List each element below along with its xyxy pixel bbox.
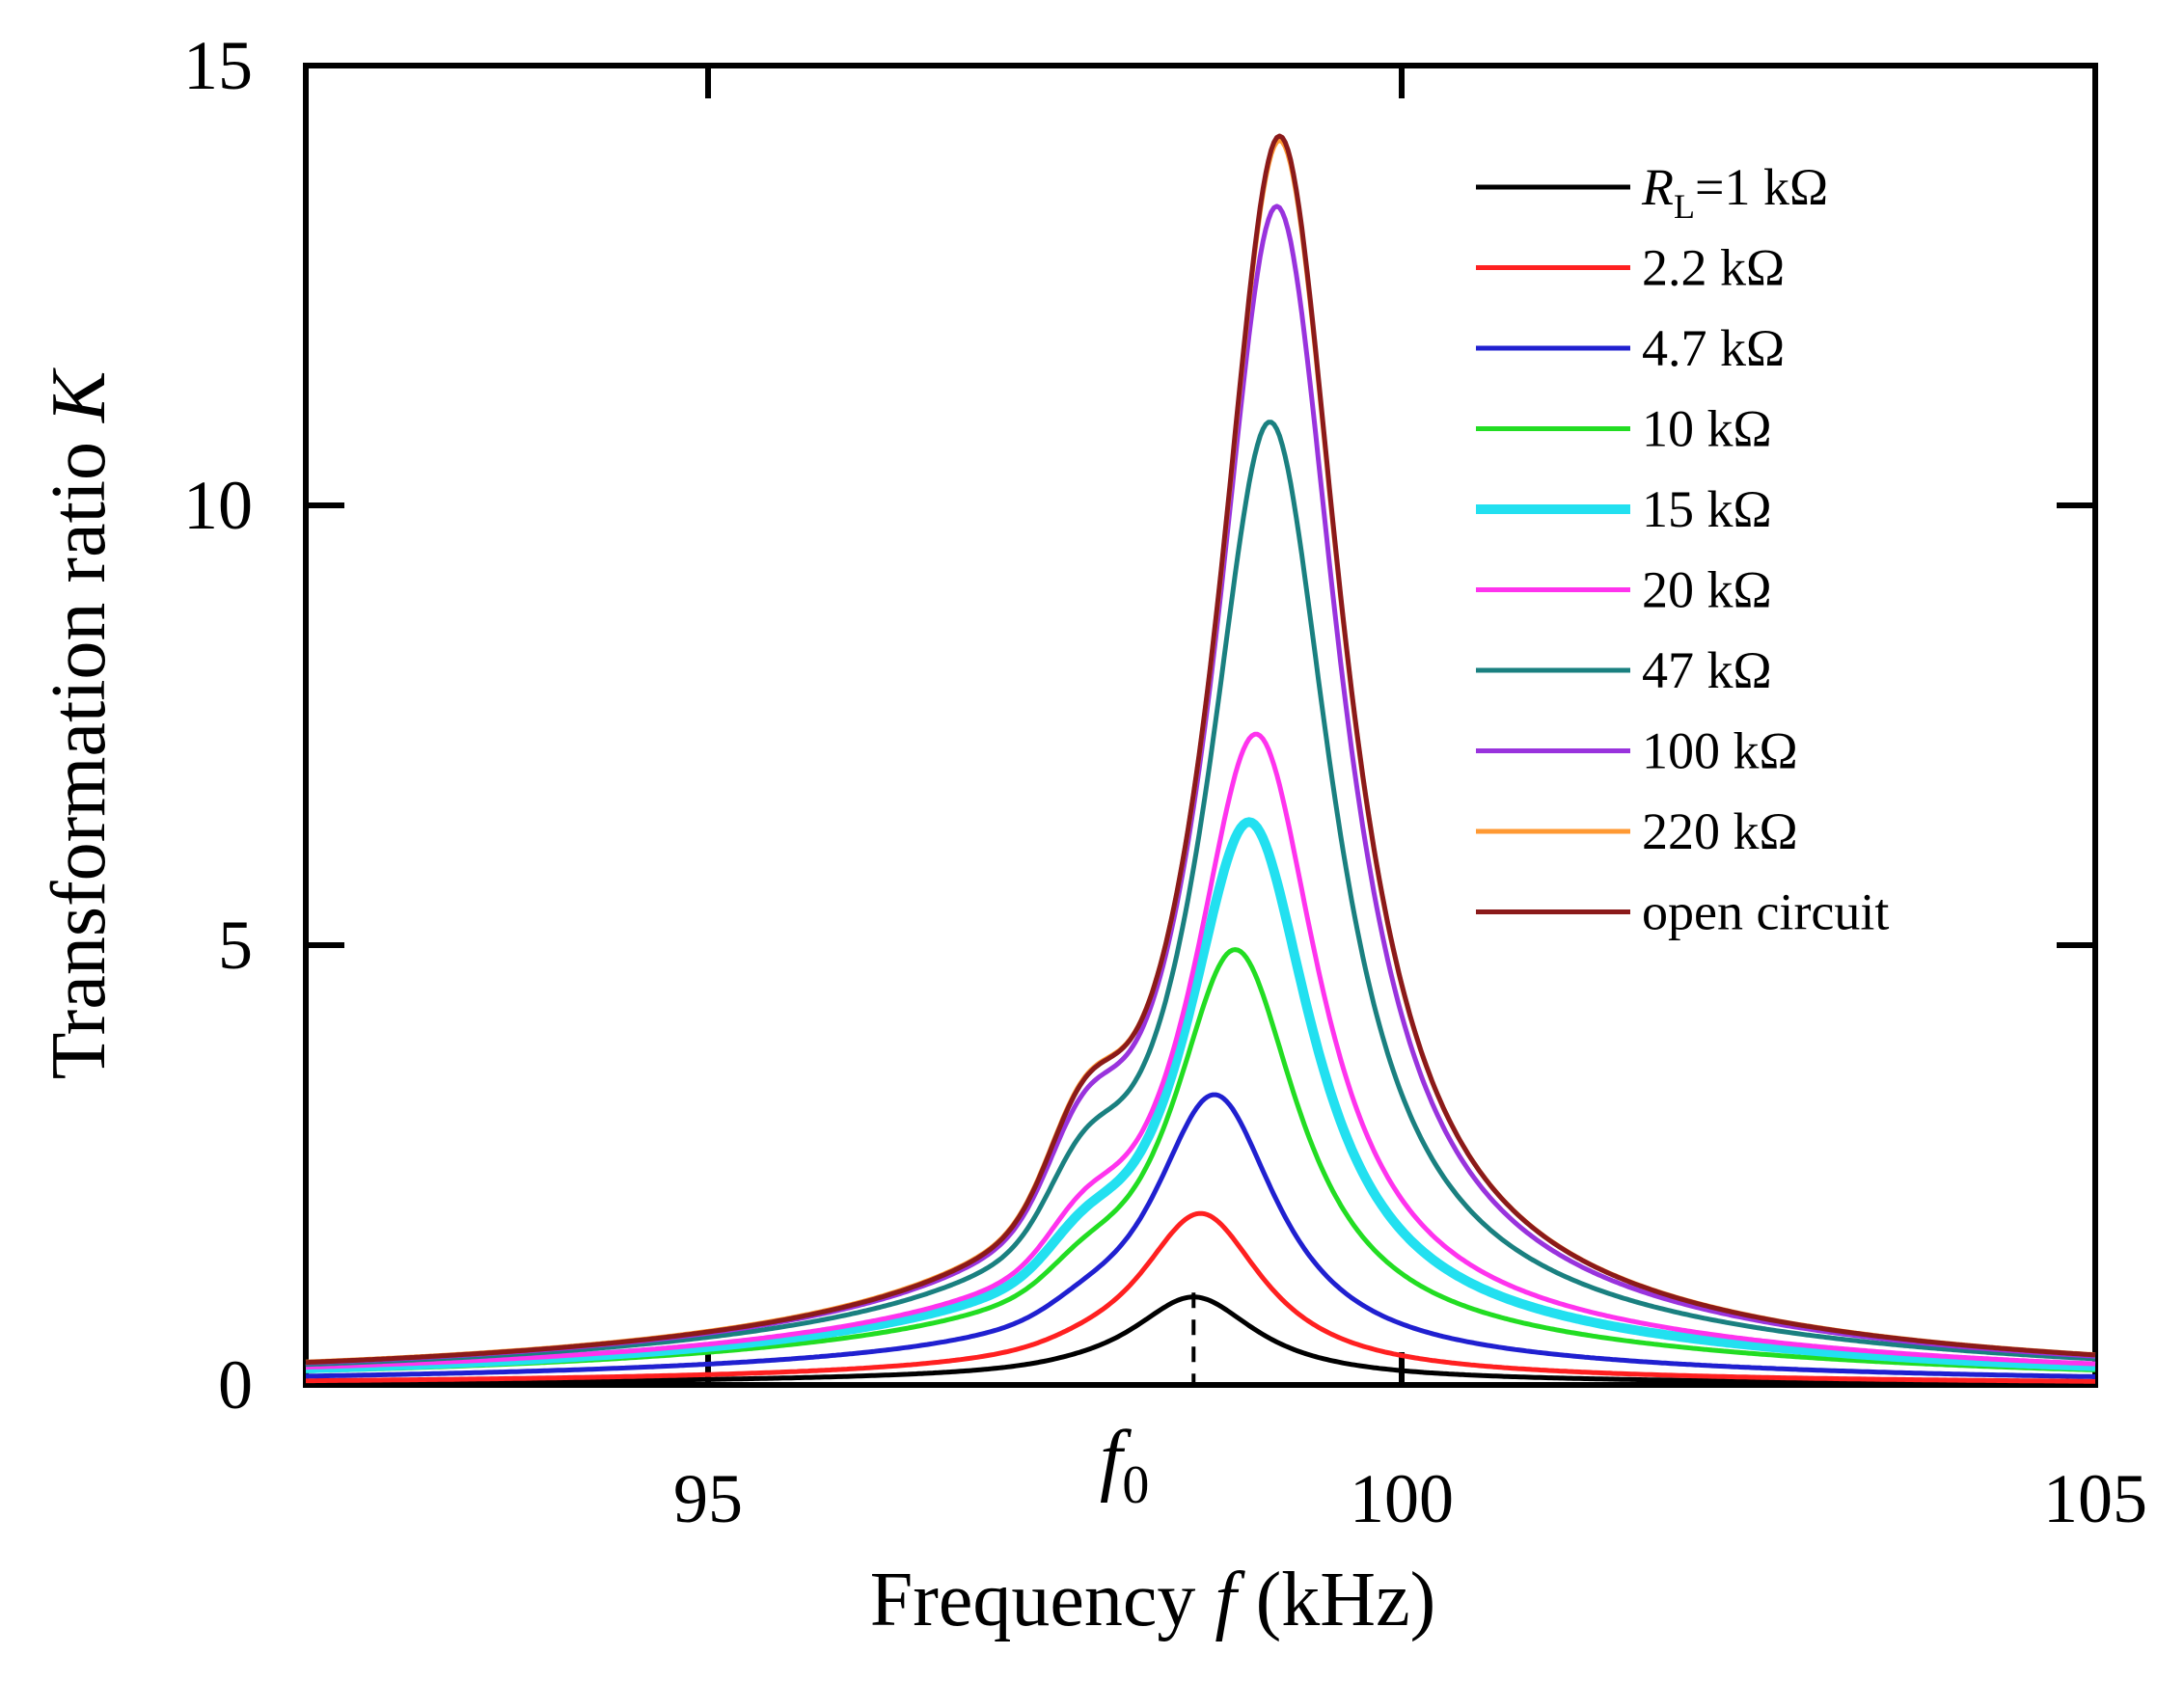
series-line-9 xyxy=(305,133,2096,1366)
f0-label: f0 xyxy=(1100,1414,1149,1515)
legend-label-5: 20 kΩ xyxy=(1642,561,1772,619)
legend-label-1: 2.2 kΩ xyxy=(1642,239,1785,297)
y-tick-label: 10 xyxy=(183,467,253,544)
series-line-7 xyxy=(305,203,2096,1366)
legend: RL=1 kΩ 2.2 kΩ 4.7 kΩ 10 kΩ 15 kΩ 20 kΩ 47 kΩ 1… xyxy=(1476,158,1889,941)
legend-label-2: 4.7 kΩ xyxy=(1642,319,1785,377)
series-line-3 xyxy=(306,947,2095,1373)
x-axis-title: Frequency f (kHz) xyxy=(870,1558,1435,1642)
x-tick-label: 105 xyxy=(2043,1460,2147,1537)
legend-label-9: open circuit xyxy=(1642,883,1889,941)
y-tick-label: 5 xyxy=(218,907,253,984)
series-line-1 xyxy=(306,1210,2095,1384)
y-tick-label: 15 xyxy=(183,27,253,104)
legend-label-3: 10 kΩ xyxy=(1642,400,1772,458)
legend-label-0: RL=1 kΩ xyxy=(1641,158,1828,226)
legend-label-6: 47 kΩ xyxy=(1642,641,1772,699)
y-axis-title: Transformation ratio K xyxy=(37,367,122,1079)
series-lines xyxy=(303,133,2098,1386)
tick-labels: 95 100 105 0 5 10 15 xyxy=(183,27,2147,1537)
plot-frame xyxy=(303,63,2098,1388)
y-tick-label: 0 xyxy=(218,1346,253,1424)
legend-label-7: 100 kΩ xyxy=(1642,722,1798,780)
series-line-6 xyxy=(305,420,2096,1368)
x-tick-label: 95 xyxy=(673,1460,743,1537)
x-tick-label: 100 xyxy=(1350,1460,1454,1537)
series-line-0 xyxy=(306,1294,2095,1386)
series-line-2 xyxy=(305,1092,2095,1379)
legend-label-8: 220 kΩ xyxy=(1642,802,1798,860)
axis-ticks xyxy=(306,63,2098,1388)
series-line-5 xyxy=(305,731,2096,1370)
legend-label-4: 15 kΩ xyxy=(1642,480,1772,538)
